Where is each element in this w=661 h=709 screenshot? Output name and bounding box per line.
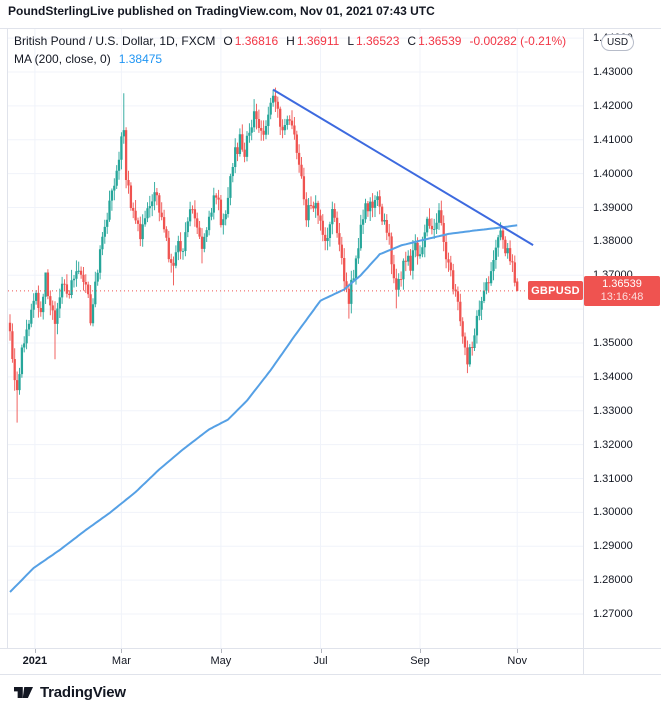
time-axis-tick — [34, 649, 36, 653]
price-tick-label: 1.28000 — [593, 574, 633, 587]
ma-legend-row: MA (200, close, 0) 1.38475 — [14, 50, 566, 68]
bar-countdown: 13:16:48 — [600, 290, 644, 303]
current-price-badge: 1.36539 13:16:48 — [584, 275, 660, 306]
time-axis-label: Sep — [410, 655, 430, 667]
candle-bodies-down — [8, 95, 519, 391]
time-axis-tick — [517, 649, 519, 653]
time-axis-tick — [121, 649, 123, 653]
price-tick-label: 1.39000 — [593, 201, 633, 214]
time-axis-divider — [0, 648, 661, 649]
price-axis-divider — [583, 28, 584, 674]
price-tick-label: 1.34000 — [593, 370, 633, 383]
price-tick-label: 1.30000 — [593, 506, 633, 519]
price-axis[interactable]: USD 1.36539 13:16:48 1.440001.430001.420… — [584, 28, 661, 648]
ma-value: 1.38475 — [118, 52, 163, 66]
price-tick-label: 1.42000 — [593, 99, 633, 112]
chart-top-divider — [0, 28, 661, 29]
candlestick-chart[interactable] — [8, 28, 583, 648]
time-axis-label: Mar — [111, 655, 131, 667]
time-axis-label: Jul — [313, 655, 328, 667]
change-value: -0.00282 (-0.21%) — [469, 34, 567, 48]
symbol-title[interactable]: British Pound / U.S. Dollar, 1D, FXCM — [14, 34, 216, 48]
price-tick-label: 1.32000 — [593, 438, 633, 451]
footer-divider — [0, 674, 661, 675]
low-label: L — [347, 34, 354, 48]
high-value: 1.36911 — [296, 34, 340, 48]
price-tick-label: 1.40000 — [593, 167, 633, 180]
high-label: H — [286, 34, 295, 48]
time-axis-label: Nov — [507, 655, 527, 667]
candle-bodies-up — [18, 95, 509, 391]
brand-name[interactable]: TradingView — [40, 683, 126, 701]
ma-200-line[interactable] — [9, 224, 518, 593]
candle-wicks-down — [9, 87, 518, 423]
close-value: 1.36539 — [418, 34, 462, 48]
price-tick-label: 1.31000 — [593, 472, 633, 485]
time-axis-label: May — [210, 655, 232, 667]
time-axis-tick — [220, 649, 222, 653]
current-price: 1.36539 — [602, 277, 642, 290]
price-tick-label: 1.35000 — [593, 337, 633, 349]
open-value: 1.36816 — [234, 34, 279, 48]
tradingview-logo-icon[interactable] — [14, 685, 33, 700]
close-label: C — [407, 34, 417, 48]
price-tick-label: 1.38000 — [593, 235, 633, 248]
attribution-header: PoundSterlingLive published on TradingVi… — [8, 4, 435, 18]
low-value: 1.36523 — [356, 34, 400, 48]
descending-trendline[interactable] — [272, 88, 534, 246]
footer: TradingView — [0, 675, 661, 709]
chart-left-divider — [7, 28, 8, 648]
ma-indicator-label[interactable]: MA (200, close, 0) — [14, 52, 111, 66]
time-axis-label: 2021 — [22, 655, 48, 667]
price-tick-label: 1.43000 — [593, 66, 633, 78]
price-tick-label: 1.29000 — [593, 540, 633, 553]
time-axis[interactable]: 2021 Mar May Jul Sep Nov — [0, 649, 661, 674]
grid-lines — [8, 28, 583, 648]
price-line-symbol-tag: GBPUSD — [528, 281, 583, 301]
price-tick-label: 1.33000 — [593, 404, 633, 417]
time-axis-tick — [420, 649, 421, 653]
price-tick-label: 1.41000 — [593, 133, 633, 146]
price-tick-label: 1.27000 — [593, 608, 633, 620]
open-label: O — [223, 34, 233, 48]
currency-toggle-button[interactable]: USD — [601, 34, 634, 51]
time-axis-tick — [320, 649, 322, 653]
